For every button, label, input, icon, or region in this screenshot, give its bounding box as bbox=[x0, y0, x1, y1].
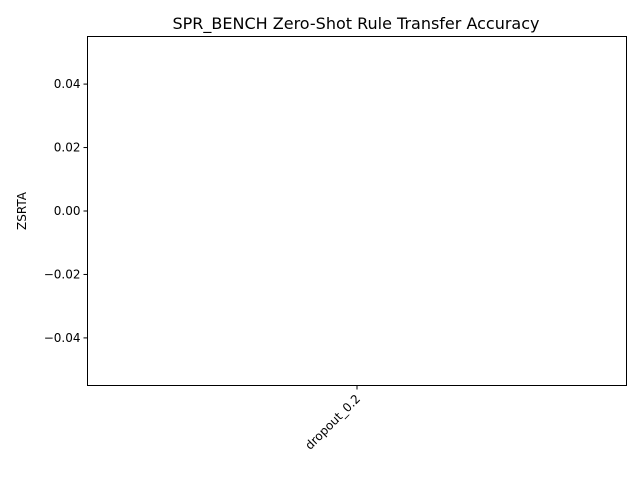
y-tick-label: 0.00 bbox=[54, 204, 81, 218]
y-axis: −0.04 −0.02 0.00 0.02 0.04 bbox=[44, 77, 88, 345]
y-axis-label: ZSRTA bbox=[15, 191, 29, 230]
plot-frame bbox=[87, 36, 627, 386]
y-tick-label: 0.02 bbox=[54, 141, 81, 155]
y-tick-label: −0.02 bbox=[44, 267, 81, 281]
chart-title: SPR_BENCH Zero-Shot Rule Transfer Accura… bbox=[173, 14, 540, 34]
y-tick-label: 0.04 bbox=[54, 77, 81, 91]
y-tick-label: −0.04 bbox=[44, 331, 81, 345]
